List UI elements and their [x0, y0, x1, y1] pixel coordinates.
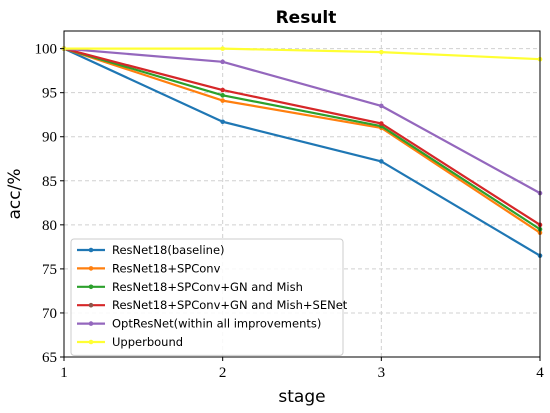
legend-item: Upperbound	[77, 335, 183, 349]
legend-marker	[88, 321, 94, 326]
y-tick-label: 80	[42, 218, 57, 234]
x-axis-label: stage	[278, 387, 325, 407]
legend-marker	[88, 284, 94, 290]
series-line	[63, 47, 541, 231]
data-point	[220, 93, 225, 98]
series-lines	[61, 46, 543, 258]
legend-box	[70, 238, 344, 356]
legend-label: OptResNet(within all improvements)	[112, 317, 321, 331]
data-point	[379, 159, 384, 164]
legend-item: OptResNet(within all improvements)	[77, 317, 321, 331]
series-1	[61, 46, 543, 258]
y-tick-label: 100	[35, 42, 58, 58]
data-point	[379, 121, 384, 126]
data-point	[220, 59, 225, 65]
y-tick-label: 85	[42, 174, 57, 190]
series-line	[63, 47, 541, 257]
series-line	[63, 47, 541, 234]
chart-title: Result	[276, 8, 337, 28]
y-tick-label: 75	[42, 262, 57, 278]
x-tick-label: 1	[60, 365, 68, 381]
legend-marker	[88, 266, 94, 271]
legend-item: ResNet18+SPConv	[77, 261, 221, 275]
data-point	[220, 87, 225, 93]
data-point	[379, 103, 384, 109]
data-point	[220, 119, 225, 125]
legend-label: Upperbound	[112, 335, 183, 349]
legend-item: ResNet18(baseline)	[77, 243, 225, 257]
y-tick-label: 70	[42, 306, 57, 322]
legend-label: ResNet18+SPConv+GN and Mish+SENet	[112, 298, 348, 312]
data-point	[220, 46, 225, 51]
legend-label: ResNet18+SPConv	[112, 261, 221, 275]
legend-marker	[88, 339, 94, 345]
series-line	[64, 47, 541, 61]
legend-marker	[88, 302, 94, 308]
x-axis-ticks: 1 2 3 4	[60, 357, 544, 381]
legend-item: ResNet18+SPConv+GN and Mish	[77, 280, 303, 294]
y-axis-ticks: 65 70 75 80 85 90 95 100	[35, 42, 64, 366]
data-point	[379, 49, 384, 55]
y-tick-label: 65	[42, 350, 57, 366]
data-point	[220, 98, 225, 103]
legend-item: ResNet18+SPConv+GN and Mish+SENet	[77, 298, 348, 312]
y-tick-label: 95	[42, 86, 57, 102]
x-tick-label: 4	[536, 365, 544, 381]
legend-marker	[88, 247, 94, 253]
x-tick-label: 2	[219, 365, 227, 381]
series-3	[61, 46, 543, 232]
legend: ResNet18(baseline) ResNet18+SPConv ResNet1…	[70, 238, 348, 356]
legend-label: ResNet18(baseline)	[112, 243, 225, 257]
legend-label: ResNet18+SPConv+GN and Mish	[112, 280, 303, 294]
y-tick-label: 90	[42, 130, 57, 146]
plot-frame	[63, 30, 541, 358]
series-line	[63, 47, 541, 195]
x-tick-label: 3	[378, 365, 386, 381]
y-axis-label: acc/%	[5, 169, 25, 220]
series-line	[63, 47, 541, 226]
